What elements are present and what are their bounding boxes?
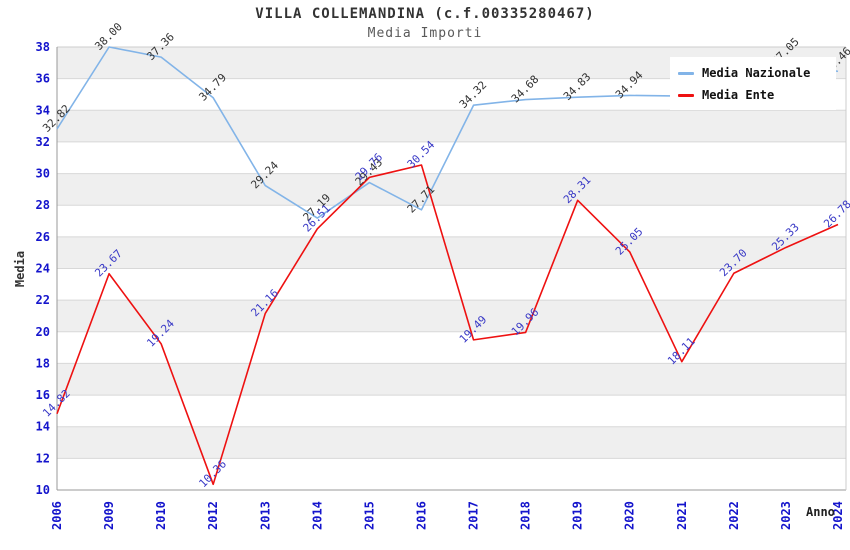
legend-item: Media Nazionale xyxy=(678,66,828,80)
y-tick-label: 32 xyxy=(36,135,50,149)
x-tick-label: 2017 xyxy=(467,501,481,530)
x-tick-label: 2012 xyxy=(206,501,220,530)
y-tick-label: 10 xyxy=(36,483,50,497)
y-tick-label: 22 xyxy=(36,293,50,307)
chart-subtitle: Media Importi xyxy=(367,26,483,41)
y-tick-label: 16 xyxy=(36,388,50,402)
series-line-media-ente xyxy=(56,164,839,486)
x-tick-label: 2006 xyxy=(50,501,64,530)
x-tick-label: 2015 xyxy=(362,501,376,530)
x-tick-label: 2021 xyxy=(675,501,689,530)
legend: Media Nazionale Media Ente xyxy=(670,57,836,110)
y-tick-label: 28 xyxy=(36,198,50,212)
y-tick-label: 30 xyxy=(36,167,50,181)
legend-swatch-icon xyxy=(678,93,694,97)
grid-band xyxy=(57,363,846,396)
x-tick-label: 2013 xyxy=(258,501,272,530)
y-tick-label: 34 xyxy=(36,103,50,117)
data-label: 18.11 xyxy=(665,335,698,368)
x-axis-title: Anno xyxy=(806,505,835,519)
x-tick-label: 2018 xyxy=(519,501,533,530)
x-tick-label: 2022 xyxy=(727,501,741,530)
y-tick-label: 12 xyxy=(36,451,50,465)
y-tick-label: 36 xyxy=(36,72,50,86)
x-tick-label: 2019 xyxy=(571,501,585,530)
x-tick-label: 2024 xyxy=(831,501,845,530)
data-label: 10.36 xyxy=(196,458,229,491)
x-tick-label: 2009 xyxy=(102,501,116,530)
y-tick-label: 20 xyxy=(36,325,50,339)
x-tick-label: 2020 xyxy=(623,501,637,530)
legend-label: Media Nazionale xyxy=(702,66,811,80)
grid-band xyxy=(57,110,846,142)
legend-item: Media Ente xyxy=(678,88,828,102)
legend-label: Media Ente xyxy=(702,88,775,102)
legend-swatch-icon xyxy=(678,71,694,75)
chart-title: VILLA COLLEMANDINA (c.f.00335280467) xyxy=(255,6,595,22)
y-axis-title: Media xyxy=(13,250,27,288)
y-tick-label: 38 xyxy=(36,40,50,54)
y-tick-label: 18 xyxy=(36,356,50,370)
x-tick-label: 2016 xyxy=(414,501,428,530)
y-tick-label: 14 xyxy=(36,420,50,434)
y-tick-label: 24 xyxy=(36,262,50,276)
y-tick-label: 26 xyxy=(36,230,50,244)
x-tick-label: 2014 xyxy=(310,501,324,530)
grid-band xyxy=(57,426,846,459)
x-tick-label: 2023 xyxy=(779,501,793,530)
grid-band xyxy=(57,173,846,206)
x-tick-label: 2010 xyxy=(154,501,168,530)
